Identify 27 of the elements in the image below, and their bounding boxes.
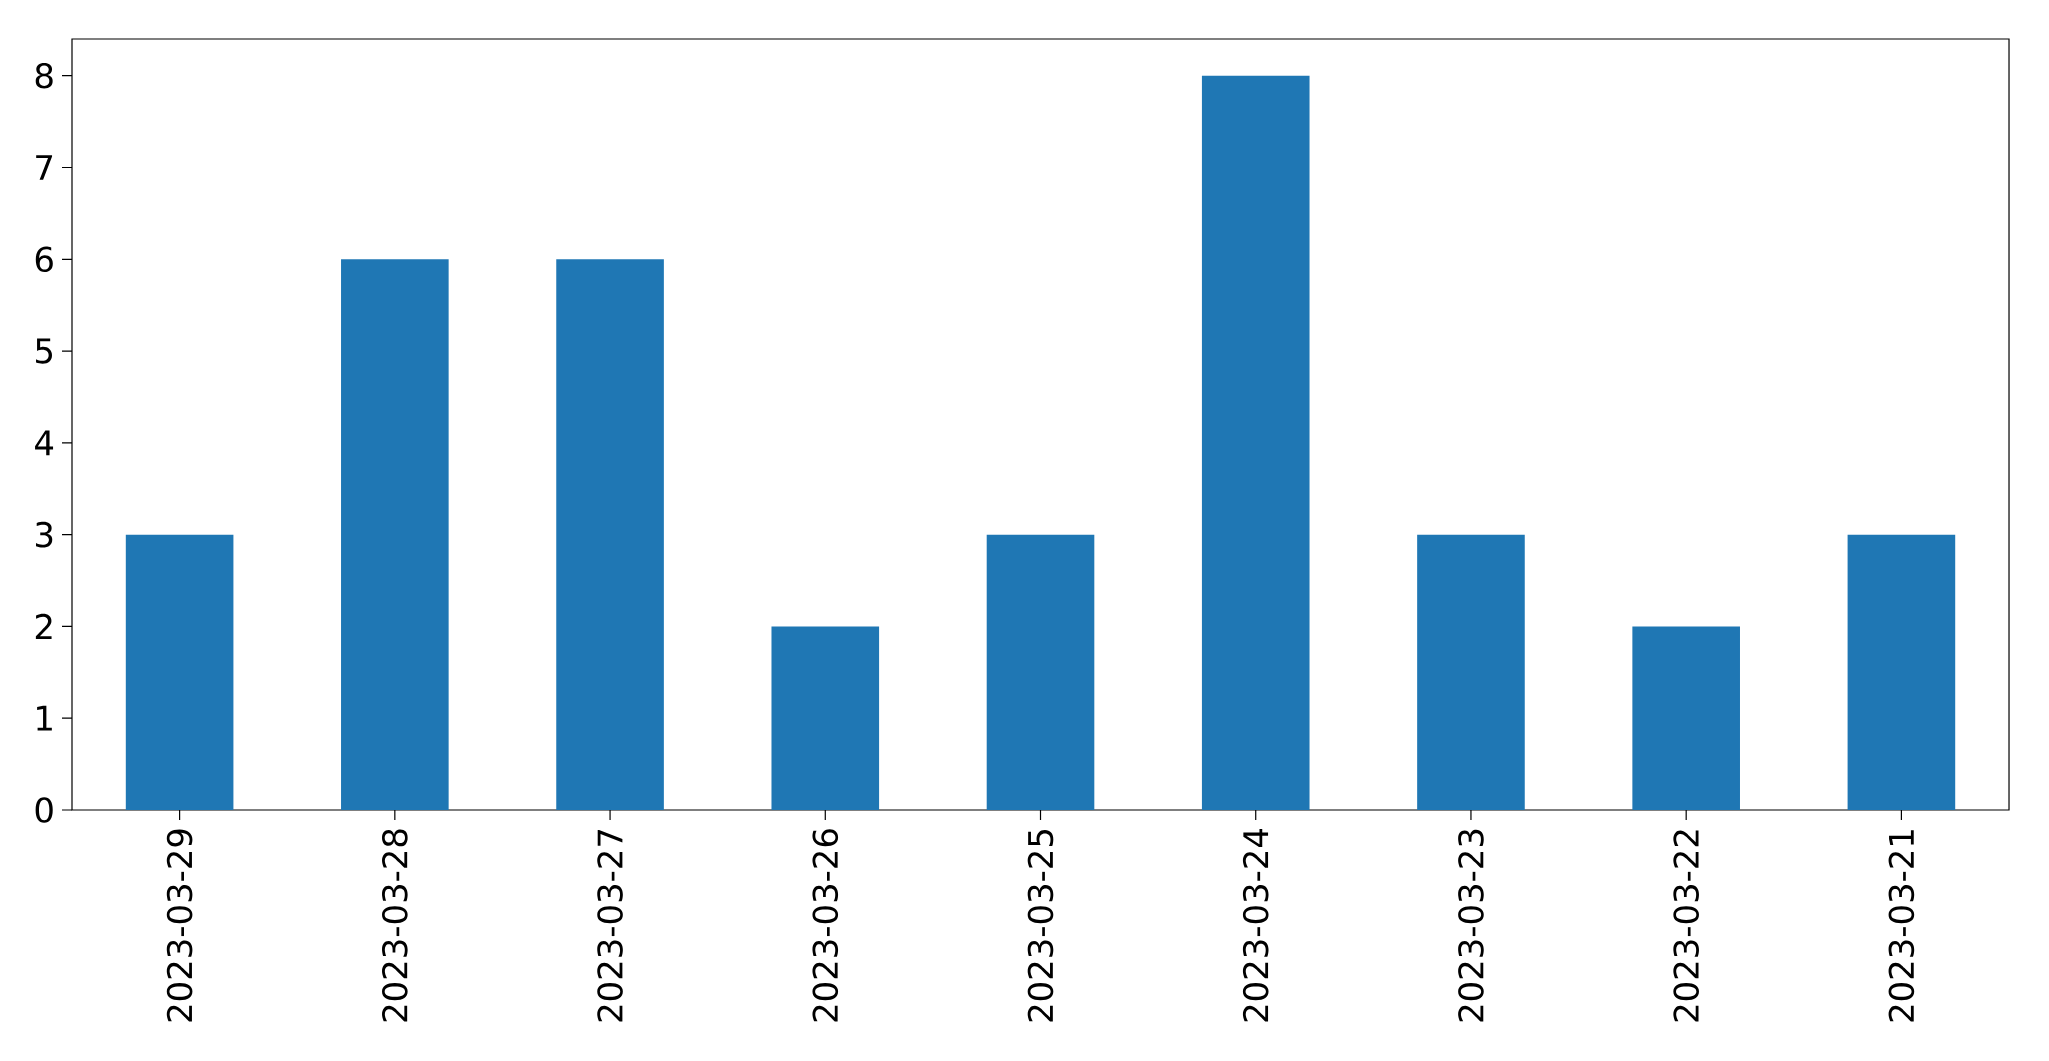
- bar: [341, 259, 449, 810]
- x-tick-label: 2023-03-23: [1458, 829, 1484, 1022]
- x-tick-label: 2023-03-25: [1027, 830, 1054, 1022]
- y-tick-label: 4: [35, 430, 54, 456]
- y-tick-label: 6: [35, 246, 53, 273]
- x-tick-label: 2023-03-24: [1242, 828, 1269, 1022]
- x-tick-label: 2023-03-21: [1888, 830, 1915, 1022]
- y-tick-label: 0: [35, 797, 53, 823]
- bar: [771, 626, 880, 810]
- y-tick-label: 7: [36, 155, 53, 180]
- y-tick-label: 5: [36, 338, 52, 364]
- x-tick-label: 2023-03-28: [382, 829, 408, 1022]
- y-tick-label: 2: [35, 613, 52, 639]
- x-tick-label: 2023-03-29: [166, 829, 193, 1022]
- x-tick-label: 2023-03-27: [597, 829, 623, 1022]
- bar: [986, 534, 1095, 810]
- bar: [1417, 534, 1525, 810]
- bar: [1847, 534, 1956, 810]
- y-tick-label: 1: [37, 705, 52, 731]
- x-tick-label: 2023-03-22: [1673, 830, 1699, 1022]
- y-tick-label: 8: [35, 62, 53, 89]
- bar: [1632, 626, 1740, 810]
- bar: [1201, 75, 1310, 810]
- bar: [556, 259, 664, 810]
- y-tick-label: 3: [36, 521, 53, 548]
- x-tick-label: 2023-03-26: [812, 829, 839, 1022]
- bar: [125, 534, 234, 810]
